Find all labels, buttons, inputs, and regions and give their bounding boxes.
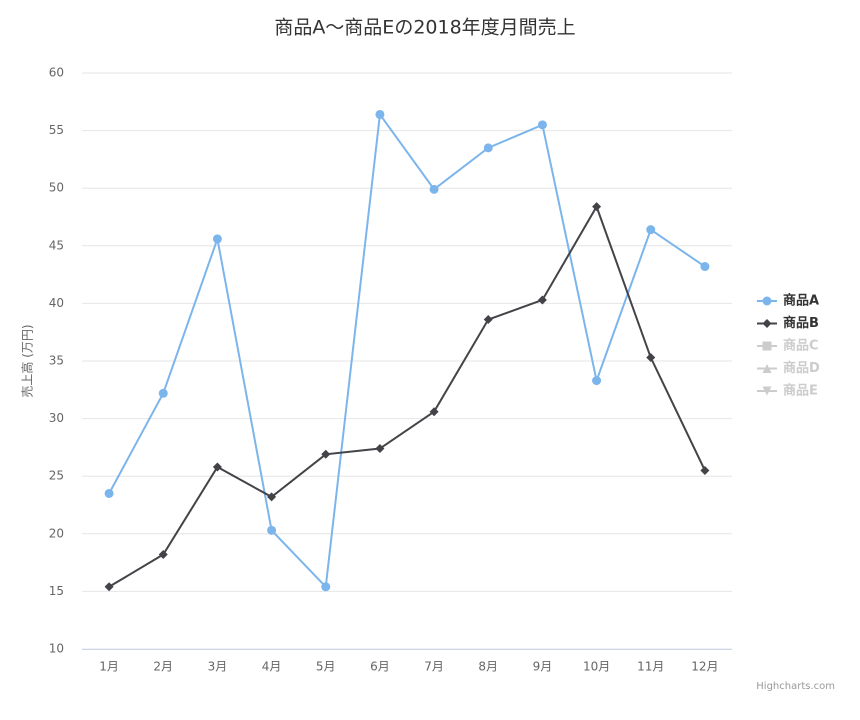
y-tick-label: 15 <box>49 584 64 598</box>
x-tick-label: 10月 <box>583 660 610 674</box>
point <box>537 295 547 305</box>
point <box>375 444 385 454</box>
point <box>537 120 547 130</box>
x-tick-label: 8月 <box>478 660 498 674</box>
point <box>267 492 277 502</box>
series-line <box>108 111 706 590</box>
point <box>375 109 385 119</box>
point <box>429 407 439 417</box>
point <box>212 234 222 244</box>
chart-title: 商品A～商品Eの2018年度月間売上 <box>274 17 575 39</box>
y-tick-label: 50 <box>49 181 64 195</box>
y-tick-label: 25 <box>49 469 64 483</box>
point <box>700 465 710 475</box>
point <box>762 386 772 396</box>
point <box>592 202 602 212</box>
x-tick-label: 11月 <box>637 660 664 674</box>
series-line <box>108 204 706 588</box>
point <box>762 341 772 351</box>
point <box>212 462 222 472</box>
point <box>104 488 114 498</box>
y-tick-label: 55 <box>49 123 64 137</box>
legend-item[interactable]: 商品A <box>783 293 819 309</box>
point <box>267 525 277 535</box>
y-tick-label: 20 <box>49 526 64 540</box>
point <box>762 319 772 328</box>
x-tick-label: 6月 <box>370 660 390 674</box>
y-tick-label: 35 <box>49 354 64 368</box>
point <box>762 296 772 306</box>
point <box>429 184 439 194</box>
x-tick-label: 2月 <box>153 660 173 674</box>
y-tick-label: 60 <box>49 66 64 80</box>
point <box>158 550 168 560</box>
point <box>646 353 656 363</box>
y-tick-label: 10 <box>49 642 64 656</box>
legend-item[interactable]: 商品B <box>783 315 819 331</box>
x-tick-label: 1月 <box>99 660 119 674</box>
legend-item[interactable]: 商品D <box>783 360 820 376</box>
point <box>321 449 331 459</box>
point <box>700 262 710 272</box>
point <box>104 582 114 592</box>
y-tick-label: 30 <box>49 411 64 425</box>
x-tick-label: 12月 <box>691 660 718 674</box>
point <box>762 364 772 373</box>
point <box>646 225 656 235</box>
x-tick-label: 9月 <box>533 660 553 674</box>
legend-item[interactable]: 商品E <box>783 383 818 399</box>
point <box>321 582 331 592</box>
x-tick-label: 5月 <box>316 660 336 674</box>
credits[interactable]: Highcharts.com <box>756 681 835 692</box>
point <box>483 315 493 325</box>
y-axis-title: 売上高 (万円) <box>20 324 35 397</box>
point <box>483 143 493 153</box>
point <box>592 376 602 386</box>
x-tick-label: 7月 <box>424 660 444 674</box>
point <box>158 388 168 398</box>
y-tick-label: 40 <box>49 296 64 310</box>
x-tick-label: 4月 <box>262 660 282 674</box>
legend-item[interactable]: 商品C <box>783 338 819 354</box>
y-tick-label: 45 <box>49 238 64 252</box>
x-tick-label: 3月 <box>208 660 228 674</box>
